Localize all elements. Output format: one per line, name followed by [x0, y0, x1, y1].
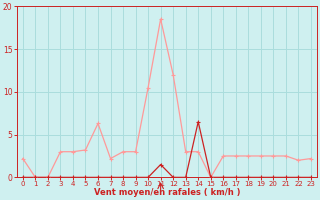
- X-axis label: Vent moyen/en rafales ( km/h ): Vent moyen/en rafales ( km/h ): [94, 188, 240, 197]
